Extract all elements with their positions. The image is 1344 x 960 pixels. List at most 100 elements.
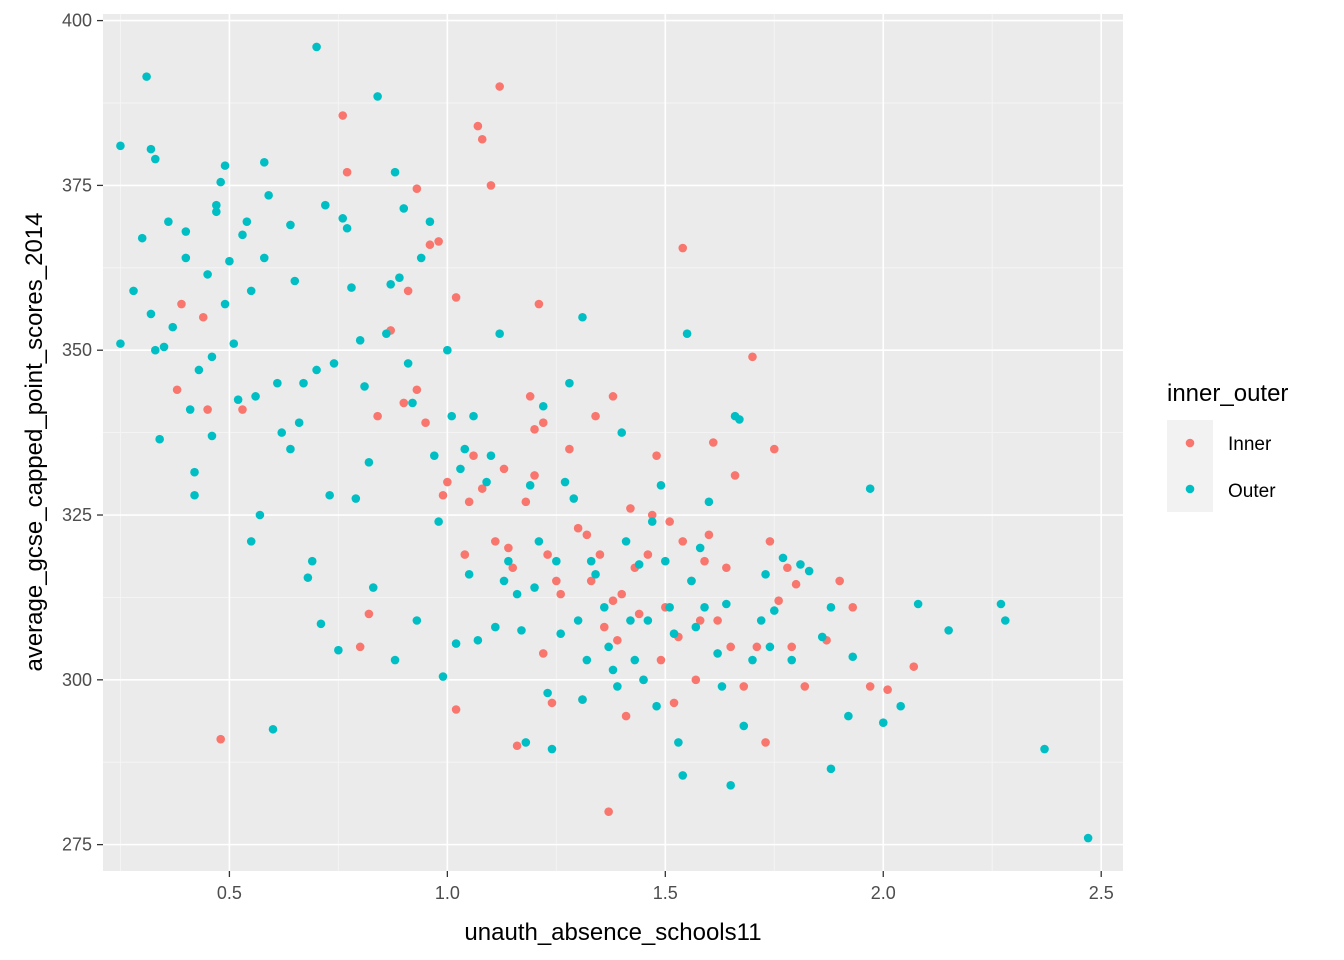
point-outer (713, 649, 722, 658)
point-outer (944, 626, 953, 635)
point-outer (447, 411, 457, 421)
point-outer (233, 395, 243, 404)
point-outer (896, 701, 905, 711)
point-inner (556, 589, 565, 599)
point-outer (451, 639, 461, 648)
point-inner (695, 616, 705, 625)
point-outer (495, 329, 504, 339)
point-inner (708, 438, 718, 447)
point-outer (347, 283, 356, 292)
point-inner (552, 576, 561, 586)
point-inner (678, 243, 688, 253)
point-outer (682, 329, 692, 339)
point-outer (390, 655, 400, 665)
point-inner (504, 543, 513, 553)
point-inner (722, 563, 731, 573)
point-outer (146, 144, 156, 154)
point-outer (203, 270, 212, 279)
point-outer (756, 616, 766, 625)
point-outer (325, 490, 334, 500)
y-tick-label: 275 (62, 835, 92, 855)
point-inner (835, 576, 844, 586)
point-outer (425, 217, 435, 226)
point-outer (155, 434, 164, 444)
point-outer (329, 359, 339, 368)
point-inner (599, 622, 609, 632)
point-inner (565, 444, 574, 454)
point-outer (164, 217, 173, 226)
point-inner (626, 504, 635, 513)
point-inner (238, 405, 247, 414)
point-inner (595, 550, 605, 559)
point-outer (604, 642, 613, 652)
point-outer (159, 342, 169, 352)
point-inner (769, 444, 779, 454)
point-outer (586, 556, 596, 566)
point-outer (438, 672, 448, 681)
point-inner (421, 418, 430, 428)
point-outer (220, 299, 230, 309)
point-inner (634, 609, 644, 619)
point-outer (212, 200, 221, 210)
point-inner (342, 167, 352, 177)
point-outer (674, 738, 683, 747)
point-outer (486, 451, 496, 460)
point-inner (883, 685, 892, 695)
point-outer (207, 431, 217, 441)
point-outer (512, 589, 522, 599)
point-outer (290, 276, 300, 286)
legend: inner_outer Inner Outer (1167, 380, 1288, 512)
point-outer (185, 405, 195, 414)
point-outer (552, 556, 561, 566)
point-outer (368, 583, 378, 592)
point-inner (412, 184, 422, 193)
point-inner (791, 579, 801, 589)
x-axis-title: unauth_absence_schools11 (464, 919, 761, 946)
x-tick-label: 2.5 (1089, 883, 1114, 903)
point-outer (216, 177, 225, 187)
point-outer (704, 497, 714, 507)
point-outer (286, 220, 295, 230)
point-outer (146, 309, 156, 319)
point-outer (469, 411, 478, 421)
point-outer (151, 154, 160, 164)
point-inner (752, 642, 762, 652)
point-outer (726, 781, 735, 790)
point-outer (591, 570, 600, 579)
point-inner (172, 385, 182, 395)
point-outer (700, 603, 709, 612)
point-inner (739, 682, 749, 691)
point-outer (294, 418, 304, 428)
point-inner (730, 471, 740, 480)
point-outer (844, 711, 853, 721)
point-inner (460, 550, 470, 559)
point-outer (996, 599, 1006, 609)
point-inner (582, 530, 592, 540)
point-outer (778, 553, 788, 563)
point-outer (364, 457, 374, 467)
point-outer (355, 336, 365, 345)
point-outer (151, 345, 160, 355)
x-tick-label: 1.0 (435, 883, 460, 903)
point-inner (765, 537, 775, 546)
point-inner (691, 675, 701, 685)
point-outer (238, 230, 247, 240)
point-inner (499, 464, 509, 474)
point-outer (499, 576, 509, 586)
point-outer (268, 724, 278, 734)
point-outer (848, 652, 858, 662)
point-inner (198, 312, 208, 322)
point-outer (647, 517, 657, 526)
point-inner (748, 352, 757, 362)
point-inner (591, 411, 600, 421)
point-outer (643, 616, 653, 625)
point-outer (168, 322, 178, 332)
point-inner (586, 576, 596, 586)
point-outer (429, 451, 439, 460)
y-tick-label: 375 (62, 175, 92, 195)
point-outer (748, 655, 757, 665)
point-outer (665, 603, 674, 612)
legend-label-outer: Outer (1228, 481, 1276, 502)
point-outer (769, 606, 779, 615)
point-inner (434, 237, 443, 246)
